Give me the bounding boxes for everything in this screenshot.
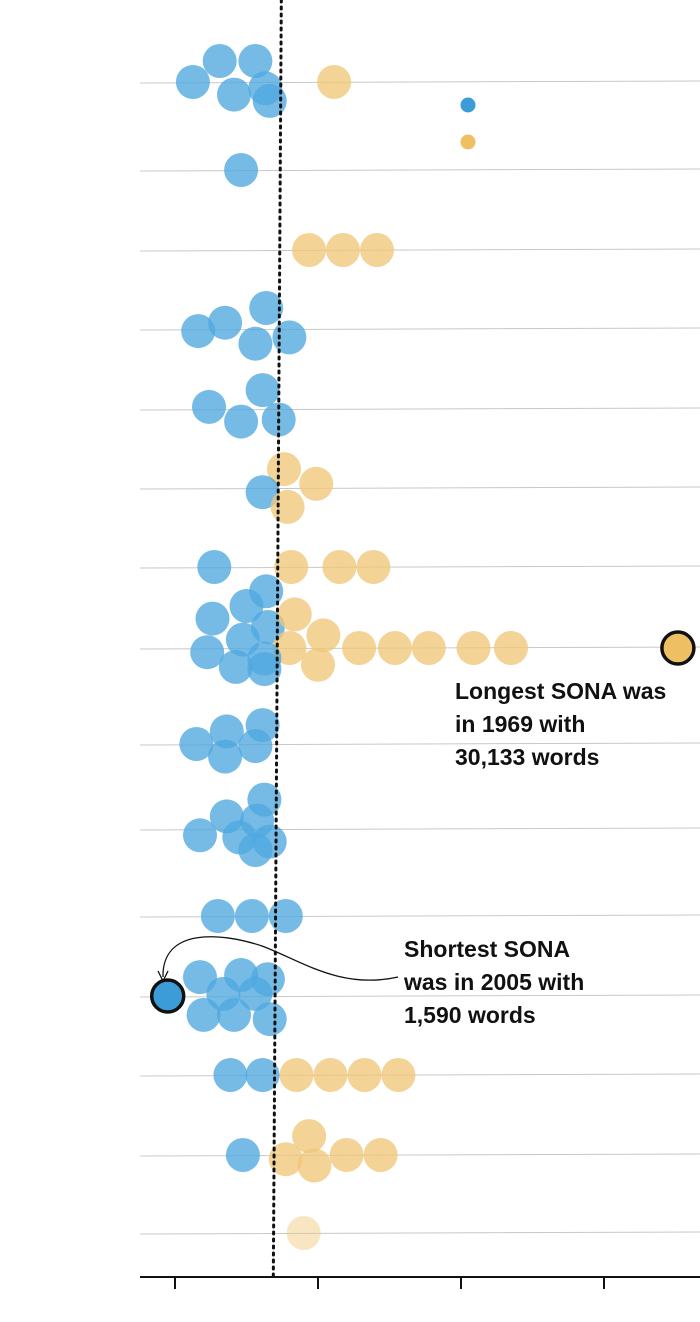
data-point	[252, 1002, 287, 1037]
data-point	[268, 1142, 303, 1177]
shortest-speech-point	[149, 978, 186, 1014]
data-point	[202, 44, 237, 78]
data-point	[238, 44, 273, 78]
data-point	[494, 631, 528, 665]
data-point	[313, 1058, 348, 1092]
data-point	[234, 899, 269, 933]
data-point	[245, 1058, 280, 1092]
x-axis	[140, 1276, 700, 1289]
legend	[460, 97, 476, 150]
data-point	[238, 729, 273, 764]
data-point	[411, 631, 446, 665]
gridline	[139, 486, 700, 490]
annotations: Longest SONA was in 1969 with 30,133 wor…	[157, 678, 673, 1028]
data-point	[208, 739, 243, 774]
data-point	[229, 589, 264, 623]
data-point	[183, 818, 217, 853]
data-point	[279, 1058, 314, 1092]
data-point	[317, 65, 352, 99]
data-point	[329, 1138, 364, 1172]
data-point	[363, 1138, 398, 1172]
data-point	[377, 631, 412, 665]
shortest-annotation: Shortest SONA was in 2005 with 1,590 wor…	[403, 936, 591, 1028]
data-point	[268, 899, 303, 933]
data-point	[238, 326, 273, 361]
longest-annotation: Longest SONA was in 1969 with 30,133 wor…	[455, 678, 673, 770]
data-point	[245, 475, 280, 510]
data-point	[252, 83, 287, 118]
gridline	[139, 168, 700, 172]
data-point	[217, 997, 251, 1032]
data-point	[322, 550, 357, 584]
shortest-annotation-line: Shortest SONA	[404, 936, 570, 962]
longest-annotation-line: 30,133 words	[455, 744, 599, 770]
data-point	[347, 1058, 382, 1092]
data-point	[224, 404, 259, 439]
data-point	[292, 233, 327, 267]
data-point	[181, 314, 216, 349]
shortest-annotation-line: 1,590 words	[404, 1002, 536, 1028]
data-point	[277, 597, 312, 632]
data-point	[356, 550, 391, 584]
data-point	[286, 1216, 321, 1250]
data-point	[186, 997, 221, 1032]
data-point	[299, 466, 334, 501]
gridline	[139, 1153, 700, 1157]
data-point	[175, 65, 210, 99]
data-point	[456, 631, 491, 665]
data-point	[195, 601, 230, 636]
data-point	[381, 1058, 416, 1092]
dots-layer	[149, 44, 696, 1250]
data-point	[360, 233, 394, 267]
gridline	[139, 248, 700, 252]
data-point	[209, 714, 244, 749]
data-point	[179, 727, 214, 761]
longest-speech-point	[660, 630, 696, 666]
data-point	[274, 550, 309, 584]
data-point	[342, 631, 377, 665]
data-point	[225, 1138, 260, 1172]
data-point	[238, 833, 273, 867]
shortest-annotation-line: was in 2005 with	[403, 969, 584, 995]
data-point	[190, 635, 225, 670]
data-point	[197, 550, 232, 584]
data-point	[224, 153, 259, 187]
data-point	[267, 452, 301, 487]
longest-annotation-line: Longest SONA was	[455, 678, 666, 704]
data-point	[292, 1119, 327, 1154]
data-point	[247, 652, 282, 686]
data-point	[200, 899, 235, 933]
legend-swatch	[460, 97, 476, 113]
data-point	[306, 618, 341, 653]
data-point	[245, 373, 280, 408]
data-point	[238, 976, 273, 1011]
longest-annotation-line: in 1969 with	[455, 711, 585, 737]
legend-swatch	[460, 134, 476, 150]
reference-line-group	[271, 0, 283, 1279]
data-point	[301, 647, 335, 682]
data-point	[249, 291, 284, 325]
data-point	[270, 489, 305, 524]
data-point	[217, 77, 251, 112]
data-point	[208, 305, 243, 340]
data-point	[272, 320, 307, 355]
data-point	[297, 1148, 332, 1183]
data-point	[192, 389, 226, 424]
shortest-arrowhead	[157, 970, 169, 983]
data-point	[213, 1058, 248, 1092]
shortest-arrow	[162, 936, 399, 981]
gridline	[139, 1231, 700, 1235]
gridline	[139, 565, 700, 569]
data-point	[218, 649, 253, 684]
data-point	[326, 233, 360, 267]
reference-line	[271, 0, 283, 1279]
